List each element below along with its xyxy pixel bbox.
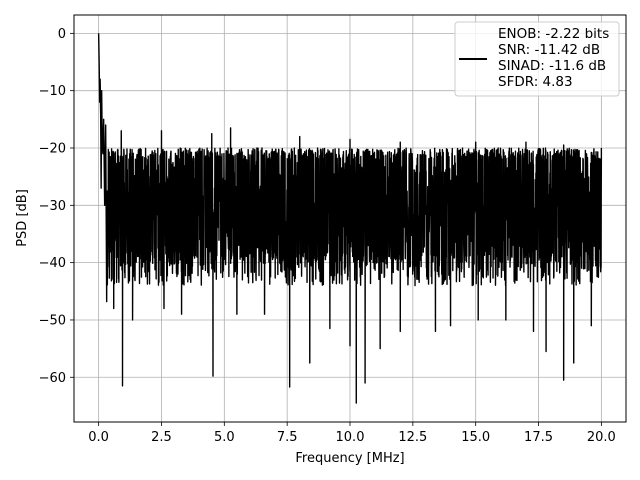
series-psd bbox=[97, 33, 603, 404]
y-tick-label: −20 bbox=[39, 141, 66, 156]
x-tick-label: 10.0 bbox=[336, 430, 365, 445]
legend-sinad: SINAD: -11.6 dB bbox=[498, 58, 606, 74]
legend-enob: ENOB: -2.22 bits bbox=[498, 26, 609, 42]
axis-ticks: 0.0 2.5 5.0 7.5 10.0 12.5 15.0 17.5 20.0 0 −10 −20 −… bbox=[39, 27, 616, 445]
x-tick-label: 12.5 bbox=[398, 430, 427, 445]
x-tick-label: 20.0 bbox=[587, 430, 616, 445]
x-tick-label: 15.0 bbox=[461, 430, 490, 445]
y-tick-label: 0 bbox=[58, 27, 66, 42]
x-tick-label: 2.5 bbox=[151, 430, 172, 445]
y-tick-label: −40 bbox=[39, 256, 66, 271]
x-tick-label: 5.0 bbox=[214, 430, 235, 445]
y-tick-label: −10 bbox=[39, 84, 66, 99]
y-axis-label: PSD [dB] bbox=[15, 189, 30, 247]
legend-sfdr: SFDR: 4.83 bbox=[498, 74, 573, 90]
y-tick-label: −50 bbox=[39, 313, 66, 328]
x-tick-label: 7.5 bbox=[277, 430, 298, 445]
y-tick-label: −30 bbox=[39, 199, 66, 214]
x-tick-label: 0.0 bbox=[88, 430, 109, 445]
legend-snr: SNR: -11.42 dB bbox=[498, 42, 600, 58]
legend: ENOB: -2.22 bits SNR: -11.42 dB SINAD: -… bbox=[454, 21, 620, 97]
legend-box bbox=[454, 21, 620, 97]
x-tick-label: 17.5 bbox=[524, 430, 553, 445]
x-axis-label: Frequency [MHz] bbox=[295, 451, 404, 466]
psd-line bbox=[97, 33, 603, 404]
y-tick-label: −60 bbox=[39, 371, 66, 386]
